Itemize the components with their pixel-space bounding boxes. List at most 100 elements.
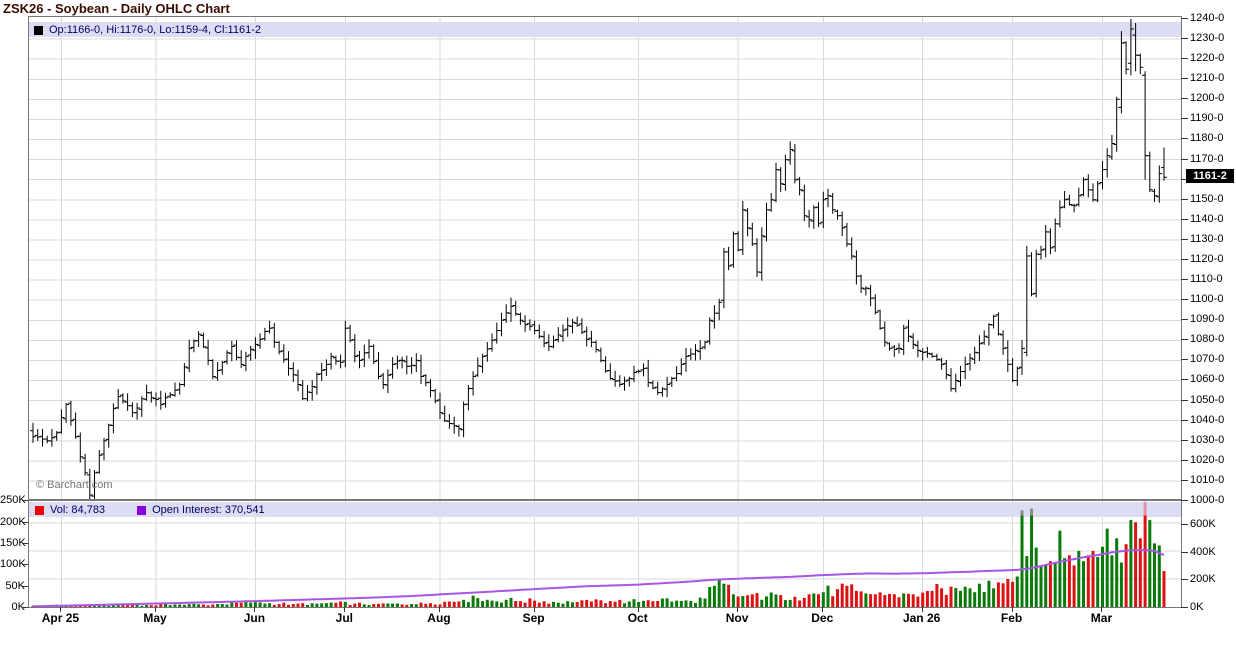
month-tick-mark (1101, 607, 1103, 612)
ohlc-legend-swatch-icon (34, 25, 43, 35)
price-tick-mark (1181, 38, 1188, 40)
price-tick-label: 1080-0 (1190, 333, 1225, 346)
open-interest-tick-label: 400K (1190, 545, 1216, 558)
month-tick-mark (533, 607, 535, 612)
price-tick-mark (1181, 78, 1188, 80)
volume-tick-mark (22, 521, 28, 523)
price-tick-mark (1181, 238, 1188, 240)
month-label: Nov (725, 611, 749, 625)
open-interest-legend-text: Open Interest: 370,541 (152, 504, 265, 516)
volume-tick-mark (22, 564, 28, 566)
volume-tick-mark (22, 542, 28, 544)
price-tick-mark (1181, 18, 1188, 19)
price-tick-mark (1181, 419, 1188, 421)
price-tick-mark (1181, 359, 1188, 361)
price-tick-mark (1181, 178, 1188, 180)
month-tick-mark (637, 607, 639, 612)
price-tick-mark (1181, 98, 1188, 100)
month-tick-mark (438, 607, 440, 612)
month-label: Aug (427, 611, 451, 625)
price-tick-label: 1010-0 (1190, 473, 1225, 486)
ohlc-legend: Op:1166-0, Hi:1176-0, Lo:1159-4, Cl:1161… (34, 23, 261, 37)
month-tick-mark (60, 607, 62, 612)
price-tick-label: 1060-0 (1190, 373, 1225, 386)
price-tick-label: 1050-0 (1190, 393, 1225, 406)
volume-panel (28, 500, 1182, 608)
volume-tick-mark (22, 585, 28, 587)
price-tick-mark (1181, 479, 1188, 481)
price-tick-mark (1181, 118, 1188, 120)
volume-tick-mark (22, 607, 28, 608)
volume-legend: Vol: 84,783 Open Interest: 370,541 (35, 503, 265, 517)
price-tick-mark (1181, 399, 1188, 401)
month-label: Dec (811, 611, 834, 625)
price-tick-label: 1140-0 (1190, 212, 1224, 225)
price-tick-mark (1181, 339, 1188, 341)
month-tick-mark (344, 607, 346, 612)
month-label: May (143, 611, 167, 625)
price-tick-label: 1150-0 (1190, 192, 1224, 205)
open-interest-tick-label: 600K (1190, 518, 1216, 531)
ohlc-legend-text: Op:1166-0, Hi:1176-0, Lo:1159-4, Cl:1161… (49, 24, 261, 36)
volume-tick-label: 200K (0, 515, 26, 528)
price-tick-label: 1040-0 (1190, 413, 1225, 426)
price-tick-mark (1181, 218, 1188, 220)
volume-tick-label: 100K (0, 558, 26, 571)
price-tick-mark (1181, 439, 1188, 441)
price-tick-label: 1070-0 (1190, 353, 1225, 366)
month-label: Jun (243, 611, 266, 625)
price-tick-label: 1130-0 (1190, 232, 1224, 245)
barchart-watermark: © Barchart.com (36, 479, 113, 491)
month-label: Oct (627, 611, 648, 625)
price-tick-label: 1170-0 (1190, 152, 1224, 165)
volume-tick-mark (22, 500, 28, 502)
month-label: Jul (335, 611, 353, 625)
month-label: Apr 25 (41, 611, 80, 625)
open-interest-tick-mark (1181, 607, 1188, 608)
price-tick-label: 1200-0 (1190, 92, 1225, 105)
price-chart-canvas[interactable] (29, 17, 1181, 499)
month-tick-mark (822, 607, 824, 612)
price-tick-mark (1181, 58, 1188, 60)
price-tick-label: 1120-0 (1190, 252, 1224, 265)
price-tick-mark (1181, 299, 1188, 301)
volume-chart-canvas[interactable] (29, 501, 1181, 607)
month-tick-mark (254, 607, 256, 612)
open-interest-legend-swatch-icon (137, 505, 147, 515)
price-tick-label: 1190-0 (1190, 112, 1224, 125)
month-tick-mark (155, 607, 157, 612)
price-tick-mark (1181, 499, 1188, 501)
price-tick-label: 1220-0 (1190, 52, 1225, 65)
price-tick-label: 1180-0 (1190, 132, 1224, 145)
price-tick-mark (1181, 138, 1188, 140)
open-interest-tick-mark (1181, 579, 1188, 581)
month-tick-mark (737, 607, 739, 612)
price-tick-label: 1090-0 (1190, 313, 1225, 326)
price-tick-mark (1181, 279, 1188, 281)
month-label: Mar (1090, 611, 1113, 625)
last-price-tag: 1161-2 (1186, 169, 1234, 184)
month-tick-mark (1011, 607, 1013, 612)
price-tick-mark (1181, 198, 1188, 200)
price-panel (28, 16, 1182, 500)
month-label: Jan 26 (902, 611, 941, 625)
open-interest-tick-label: 0K (1190, 601, 1204, 613)
volume-legend-swatch-icon (35, 505, 44, 515)
price-tick-label: 1240-0 (1190, 12, 1225, 24)
volume-tick-label: 250K (0, 494, 26, 507)
price-tick-label: 1000-0 (1190, 493, 1225, 506)
chart-title: ZSK26 - Soybean - Daily OHLC Chart (3, 1, 230, 16)
volume-legend-text: Vol: 84,783 (50, 504, 106, 516)
price-tick-label: 1100-0 (1190, 293, 1224, 306)
month-tick-mark (921, 607, 923, 612)
volume-tick-label: 50K (5, 579, 25, 592)
price-tick-mark (1181, 319, 1188, 321)
price-tick-mark (1181, 158, 1188, 160)
month-label: Sep (522, 611, 545, 625)
open-interest-tick-mark (1181, 524, 1188, 526)
price-tick-mark (1181, 459, 1188, 461)
price-tick-label: 1030-0 (1190, 433, 1225, 446)
price-tick-label: 1210-0 (1190, 72, 1225, 85)
month-label: Feb (1000, 611, 1023, 625)
